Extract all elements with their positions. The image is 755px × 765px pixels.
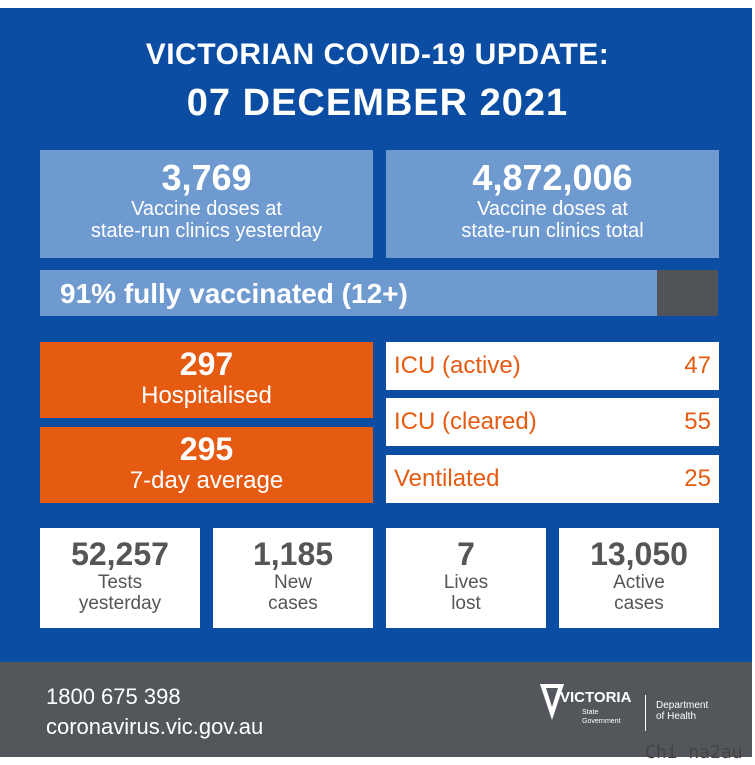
active-cases-label-2: cases [614, 593, 664, 614]
vaccination-progress-fill [40, 270, 657, 316]
vaccine-total-label-2: state-run clinics total [461, 220, 644, 242]
hospitalised-label: Hospitalised [141, 382, 272, 409]
vaccine-yesterday-label-1: Vaccine doses at [131, 198, 282, 220]
seven-day-average-box: 295 7-day average [40, 427, 373, 503]
top-border [0, 0, 755, 8]
tests-yesterday-value: 52,257 [71, 536, 169, 572]
website-link[interactable]: coronavirus.vic.gov.au [46, 714, 264, 739]
lives-lost-value: 7 [457, 536, 475, 572]
lives-lost-label-2: lost [451, 593, 481, 614]
vaccination-progress-bar: 91% fully vaccinated (12+) [40, 270, 718, 316]
vaccine-total-value: 4,872,006 [472, 157, 633, 198]
seven-day-average-label: 7-day average [129, 467, 284, 494]
vaccine-total-label-1: Vaccine doses at [477, 198, 628, 220]
vaccination-progress-remainder [657, 270, 718, 316]
icu-cleared-label: ICU (cleared) [394, 408, 537, 435]
ventilated-label: Ventilated [394, 465, 500, 492]
victoria-logo-triangle-inner [546, 688, 558, 707]
department-label-2: of Health [656, 711, 697, 722]
hotline-phone: 1800 675 398 [46, 684, 181, 709]
victoria-logo-text: VICTORIA [560, 689, 632, 706]
ventilated-value: 25 [684, 465, 711, 492]
vaccine-total-box: 4,872,006 Vaccine doses at state-run cli… [386, 150, 719, 258]
new-cases-label-1: New [273, 572, 312, 593]
vaccination-progress-label: 91% fully vaccinated (12+) [60, 278, 408, 309]
lives-lost-label-1: Lives [443, 572, 489, 593]
update-date: 07 DECEMBER 2021 [186, 82, 569, 124]
vaccine-yesterday-box: 3,769 Vaccine doses at state-run clinics… [40, 150, 373, 258]
tests-yesterday-box: 52,257 Tests yesterday [40, 528, 200, 628]
icu-cleared-row: ICU (cleared) 55 [386, 398, 719, 446]
hospitalised-value: 297 [179, 346, 234, 382]
icu-active-label: ICU (active) [394, 352, 521, 379]
department-of-health: Department of Health [656, 700, 708, 722]
icu-cleared-value: 55 [684, 408, 711, 435]
active-cases-label-1: Active [613, 572, 665, 593]
vaccine-yesterday-label-2: state-run clinics yesterday [90, 220, 323, 242]
tests-yesterday-label-1: Tests [97, 572, 143, 593]
ventilated-row: Ventilated 25 [386, 455, 719, 503]
seven-day-average-value: 295 [179, 431, 234, 467]
new-cases-label-2: cases [268, 593, 318, 614]
footer [0, 662, 752, 757]
victoria-logo-sub-2: Government [582, 718, 621, 725]
watermark: Chi na2au [645, 742, 743, 763]
active-cases-value: 13,050 [590, 536, 688, 572]
new-cases-box: 1,185 New cases [213, 528, 373, 628]
page-title: VICTORIAN COVID-19 UPDATE: [145, 38, 610, 71]
department-label-1: Department [656, 700, 709, 711]
lives-lost-box: 7 Lives lost [386, 528, 546, 628]
hospitalised-box: 297 Hospitalised [40, 342, 373, 418]
active-cases-box: 13,050 Active cases [559, 528, 719, 628]
logo-divider [645, 695, 646, 731]
icu-active-value: 47 [684, 352, 711, 379]
victoria-logo-sub-1: State [582, 709, 598, 716]
new-cases-value: 1,185 [252, 536, 334, 572]
tests-yesterday-label-2: yesterday [78, 593, 162, 614]
victoria-government-logo: VICTORIA State Government [540, 684, 632, 725]
vaccine-yesterday-value: 3,769 [161, 157, 252, 198]
icu-active-row: ICU (active) 47 [386, 342, 719, 390]
